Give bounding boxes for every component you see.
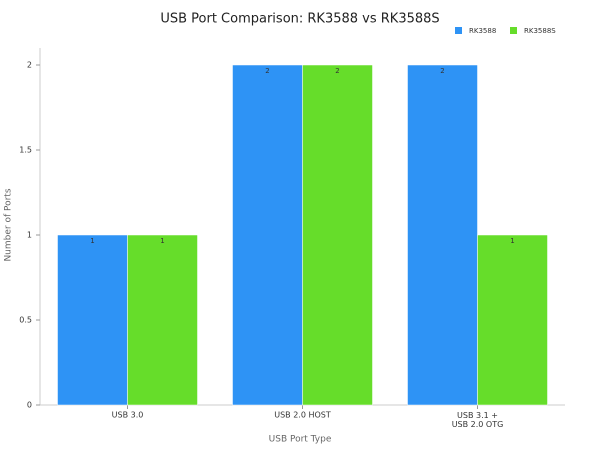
x-tick-label: USB 2.0 HOST bbox=[274, 411, 331, 420]
y-axis-label: Number of Ports bbox=[4, 188, 14, 261]
bar bbox=[477, 234, 548, 406]
legend-label: RK3588 bbox=[469, 27, 496, 35]
data-label: 1 bbox=[90, 237, 94, 245]
x-tick-label: USB 3.1 + USB 2.0 OTG bbox=[452, 411, 504, 429]
data-label: 2 bbox=[440, 67, 444, 75]
bar bbox=[232, 64, 303, 406]
chart-title: USB Port Comparison: RK3588 vs RK3588S bbox=[160, 12, 439, 27]
y-tick-label: 2 bbox=[27, 61, 32, 70]
legend-label: RK3588S bbox=[524, 27, 556, 35]
data-label: 1 bbox=[510, 237, 514, 245]
y-tick-label: 1 bbox=[27, 231, 32, 240]
bar bbox=[302, 64, 373, 406]
y-tick-label: 1.5 bbox=[19, 146, 32, 155]
x-axis-label: USB Port Type bbox=[269, 435, 332, 445]
x-tick-label: USB 3.0 bbox=[112, 411, 144, 420]
data-label: 1 bbox=[160, 237, 164, 245]
legend-swatch bbox=[510, 27, 517, 34]
bar bbox=[127, 234, 198, 406]
data-label: 2 bbox=[335, 67, 339, 75]
y-tick-label: 0.5 bbox=[19, 316, 32, 325]
legend-swatch bbox=[455, 27, 462, 34]
bar bbox=[407, 64, 478, 406]
data-label: 2 bbox=[265, 67, 269, 75]
y-tick-label: 0 bbox=[27, 401, 32, 410]
bar bbox=[57, 234, 128, 406]
